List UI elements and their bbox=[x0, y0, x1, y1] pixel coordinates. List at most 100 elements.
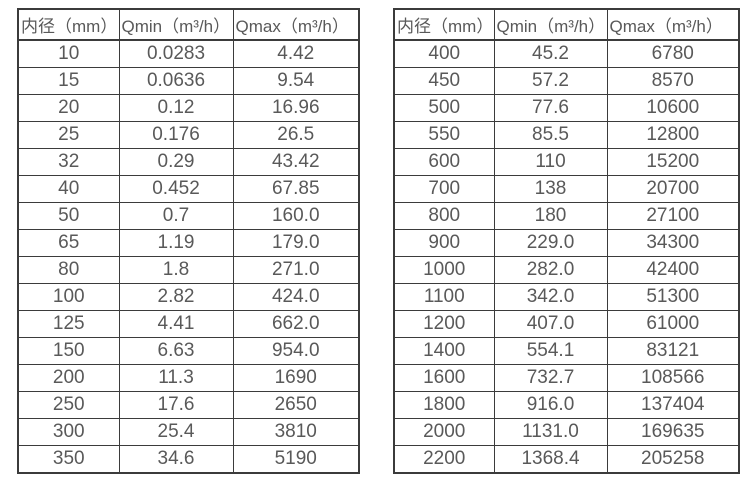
column-header-qmax: Qmax（m³/h） bbox=[232, 8, 360, 41]
table-cell: 1600 bbox=[393, 363, 495, 392]
table-cell: 50 bbox=[17, 201, 120, 230]
table-row: 1100 342.0 51300 bbox=[393, 282, 740, 311]
table-cell: 0.0283 bbox=[118, 39, 234, 69]
table-cell: 43.42 bbox=[232, 148, 360, 176]
table-cell: 1690 bbox=[232, 363, 360, 392]
table-cell: 4.41 bbox=[118, 309, 234, 338]
table-row: 300 25.4 3810 bbox=[17, 417, 360, 446]
table-cell: 20700 bbox=[606, 175, 740, 203]
table-cell: 61000 bbox=[606, 309, 740, 338]
table-cell: 1800 bbox=[393, 390, 495, 419]
table-cell: 16.96 bbox=[232, 94, 360, 123]
table-row: 2000 1131.0 169635 bbox=[393, 417, 740, 446]
table-cell: 1131.0 bbox=[493, 417, 608, 446]
table-cell: 26.5 bbox=[232, 121, 360, 150]
table-row: 20 0.12 16.96 bbox=[17, 94, 360, 123]
table-cell: 500 bbox=[393, 94, 495, 123]
column-header-diameter: 内径（mm） bbox=[17, 8, 120, 41]
table-cell: 160.0 bbox=[232, 201, 360, 230]
table-cell: 1400 bbox=[393, 336, 495, 365]
table-cell: 15200 bbox=[606, 148, 740, 176]
table-cell: 0.12 bbox=[118, 94, 234, 123]
table-row: 700 138 20700 bbox=[393, 175, 740, 203]
table-row: 900 229.0 34300 bbox=[393, 228, 740, 257]
flow-range-table-large-diameters: 内径（mm） Qmin（m³/h） Qmax（m³/h） 400 45.2 6780… bbox=[393, 8, 740, 474]
table-cell: 179.0 bbox=[232, 228, 360, 257]
table-cell: 400 bbox=[393, 39, 495, 69]
table-cell: 11.3 bbox=[118, 363, 234, 392]
table-cell: 6.63 bbox=[118, 336, 234, 365]
table-cell: 1200 bbox=[393, 309, 495, 338]
table-row: 80 1.8 271.0 bbox=[17, 255, 360, 284]
table-row: 1200 407.0 61000 bbox=[393, 309, 740, 338]
table-cell: 57.2 bbox=[493, 67, 608, 96]
table-row: 1800 916.0 137404 bbox=[393, 390, 740, 419]
table-cell: 900 bbox=[393, 228, 495, 257]
table-row: 25 0.176 26.5 bbox=[17, 121, 360, 150]
table-row: 10 0.0283 4.42 bbox=[17, 39, 360, 69]
table-cell: 342.0 bbox=[493, 282, 608, 311]
table-cell: 8570 bbox=[606, 67, 740, 96]
table-cell: 15 bbox=[17, 67, 120, 96]
table-cell: 200 bbox=[17, 363, 120, 392]
table-cell: 271.0 bbox=[232, 255, 360, 284]
table-cell: 85.5 bbox=[493, 121, 608, 150]
table-cell: 2000 bbox=[393, 417, 495, 446]
table-cell: 27100 bbox=[606, 201, 740, 230]
table-cell: 45.2 bbox=[493, 39, 608, 69]
table-cell: 0.0636 bbox=[118, 67, 234, 96]
table-cell: 65 bbox=[17, 228, 120, 257]
table-row: 1400 554.1 83121 bbox=[393, 336, 740, 365]
table-cell: 32 bbox=[17, 148, 120, 176]
table-cell: 954.0 bbox=[232, 336, 360, 365]
table-cell: 407.0 bbox=[493, 309, 608, 338]
table-cell: 800 bbox=[393, 201, 495, 230]
table-cell: 1000 bbox=[393, 255, 495, 284]
table-row: 1000 282.0 42400 bbox=[393, 255, 740, 284]
table-cell: 0.29 bbox=[118, 148, 234, 176]
table-cell: 0.7 bbox=[118, 201, 234, 230]
table-row: 550 85.5 12800 bbox=[393, 121, 740, 150]
table-cell: 10600 bbox=[606, 94, 740, 123]
table-row: 150 6.63 954.0 bbox=[17, 336, 360, 365]
table-cell: 25.4 bbox=[118, 417, 234, 446]
table-cell: 916.0 bbox=[493, 390, 608, 419]
table-cell: 138 bbox=[493, 175, 608, 203]
table-row: 500 77.6 10600 bbox=[393, 94, 740, 123]
column-header-qmin: Qmin（m³/h） bbox=[118, 8, 234, 41]
table-cell: 700 bbox=[393, 175, 495, 203]
table-cell: 1.19 bbox=[118, 228, 234, 257]
table-row: 250 17.6 2650 bbox=[17, 390, 360, 419]
table-cell: 250 bbox=[17, 390, 120, 419]
table-cell: 150 bbox=[17, 336, 120, 365]
table-cell: 350 bbox=[17, 444, 120, 474]
table-cell: 554.1 bbox=[493, 336, 608, 365]
table-cell: 205258 bbox=[606, 444, 740, 474]
table-cell: 2650 bbox=[232, 390, 360, 419]
table-cell: 125 bbox=[17, 309, 120, 338]
table-cell: 550 bbox=[393, 121, 495, 150]
table-cell: 80 bbox=[17, 255, 120, 284]
table-cell: 600 bbox=[393, 148, 495, 176]
table-cell: 424.0 bbox=[232, 282, 360, 311]
table-cell: 6780 bbox=[606, 39, 740, 69]
table-row: 40 0.452 67.85 bbox=[17, 175, 360, 203]
table-row: 1600 732.7 108566 bbox=[393, 363, 740, 392]
table-row: 450 57.2 8570 bbox=[393, 67, 740, 96]
column-header-diameter: 内径（mm） bbox=[393, 8, 495, 41]
flow-range-table-small-diameters: 内径（mm） Qmin（m³/h） Qmax（m³/h） 10 0.0283 4.4… bbox=[17, 8, 360, 474]
table-cell: 137404 bbox=[606, 390, 740, 419]
table-cell: 2200 bbox=[393, 444, 495, 474]
table-cell: 229.0 bbox=[493, 228, 608, 257]
table-cell: 300 bbox=[17, 417, 120, 446]
table-cell: 1.8 bbox=[118, 255, 234, 284]
table-cell: 450 bbox=[393, 67, 495, 96]
table-row: 100 2.82 424.0 bbox=[17, 282, 360, 311]
table-cell: 108566 bbox=[606, 363, 740, 392]
table-cell: 0.176 bbox=[118, 121, 234, 150]
table-cell: 5190 bbox=[232, 444, 360, 474]
table-cell: 732.7 bbox=[493, 363, 608, 392]
table-cell: 25 bbox=[17, 121, 120, 150]
table-row: 32 0.29 43.42 bbox=[17, 148, 360, 176]
table-cell: 0.452 bbox=[118, 175, 234, 203]
